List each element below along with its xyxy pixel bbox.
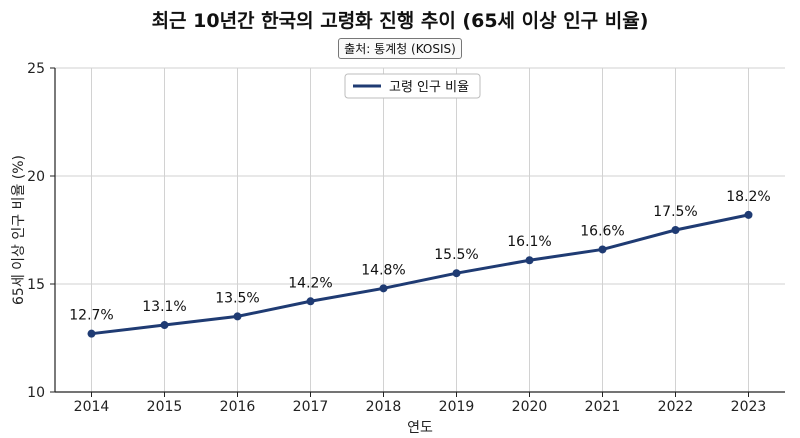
data-label: 18.2% bbox=[726, 189, 770, 205]
x-tick-label: 2015 bbox=[147, 399, 183, 415]
data-label: 14.2% bbox=[288, 275, 332, 291]
data-point bbox=[160, 321, 169, 330]
data-point bbox=[598, 245, 607, 254]
chart-subtitle: 출처: 통계청 (KOSIS) bbox=[338, 38, 462, 59]
data-label: 13.5% bbox=[215, 290, 259, 306]
y-tick-label: 25 bbox=[27, 61, 45, 77]
data-label: 13.1% bbox=[142, 299, 186, 315]
legend-label: 고령 인구 비율 bbox=[389, 80, 469, 95]
x-tick-label: 2022 bbox=[658, 399, 694, 415]
legend-box bbox=[344, 73, 481, 99]
y-axis-label: 65세 이상 인구 비율 (%) bbox=[11, 155, 27, 305]
x-tick-label: 2021 bbox=[585, 399, 621, 415]
data-label: 16.1% bbox=[507, 234, 551, 250]
data-label: 16.6% bbox=[580, 223, 624, 239]
data-label: 12.7% bbox=[69, 308, 113, 324]
x-tick-label: 2019 bbox=[439, 399, 475, 415]
data-label: 14.8% bbox=[361, 262, 405, 278]
data-point bbox=[525, 256, 534, 265]
data-point bbox=[87, 329, 96, 338]
data-label: 15.5% bbox=[434, 247, 478, 263]
y-tick-label: 15 bbox=[27, 277, 45, 293]
x-axis-label: 연도 bbox=[407, 420, 433, 436]
data-point bbox=[452, 269, 461, 278]
data-point bbox=[744, 210, 753, 219]
y-tick-label: 10 bbox=[27, 385, 45, 401]
data-point bbox=[671, 226, 680, 234]
chart-title: 최근 10년간 한국의 고령화 진행 추이 (65세 이상 인구 비율) bbox=[151, 10, 649, 32]
series-line bbox=[91, 213, 749, 336]
x-tick-label: 2017 bbox=[293, 399, 329, 415]
y-tick-label: 20 bbox=[27, 169, 45, 185]
x-tick-label: 2014 bbox=[74, 399, 110, 415]
data-point bbox=[233, 312, 242, 321]
x-tick-label: 2020 bbox=[512, 399, 548, 415]
data-point bbox=[379, 284, 388, 293]
x-tick-label: 2023 bbox=[731, 399, 767, 415]
x-tick-label: 2018 bbox=[366, 399, 402, 415]
data-point bbox=[306, 297, 315, 306]
data-label: 17.5% bbox=[653, 204, 697, 220]
x-tick-label: 2016 bbox=[220, 399, 256, 415]
